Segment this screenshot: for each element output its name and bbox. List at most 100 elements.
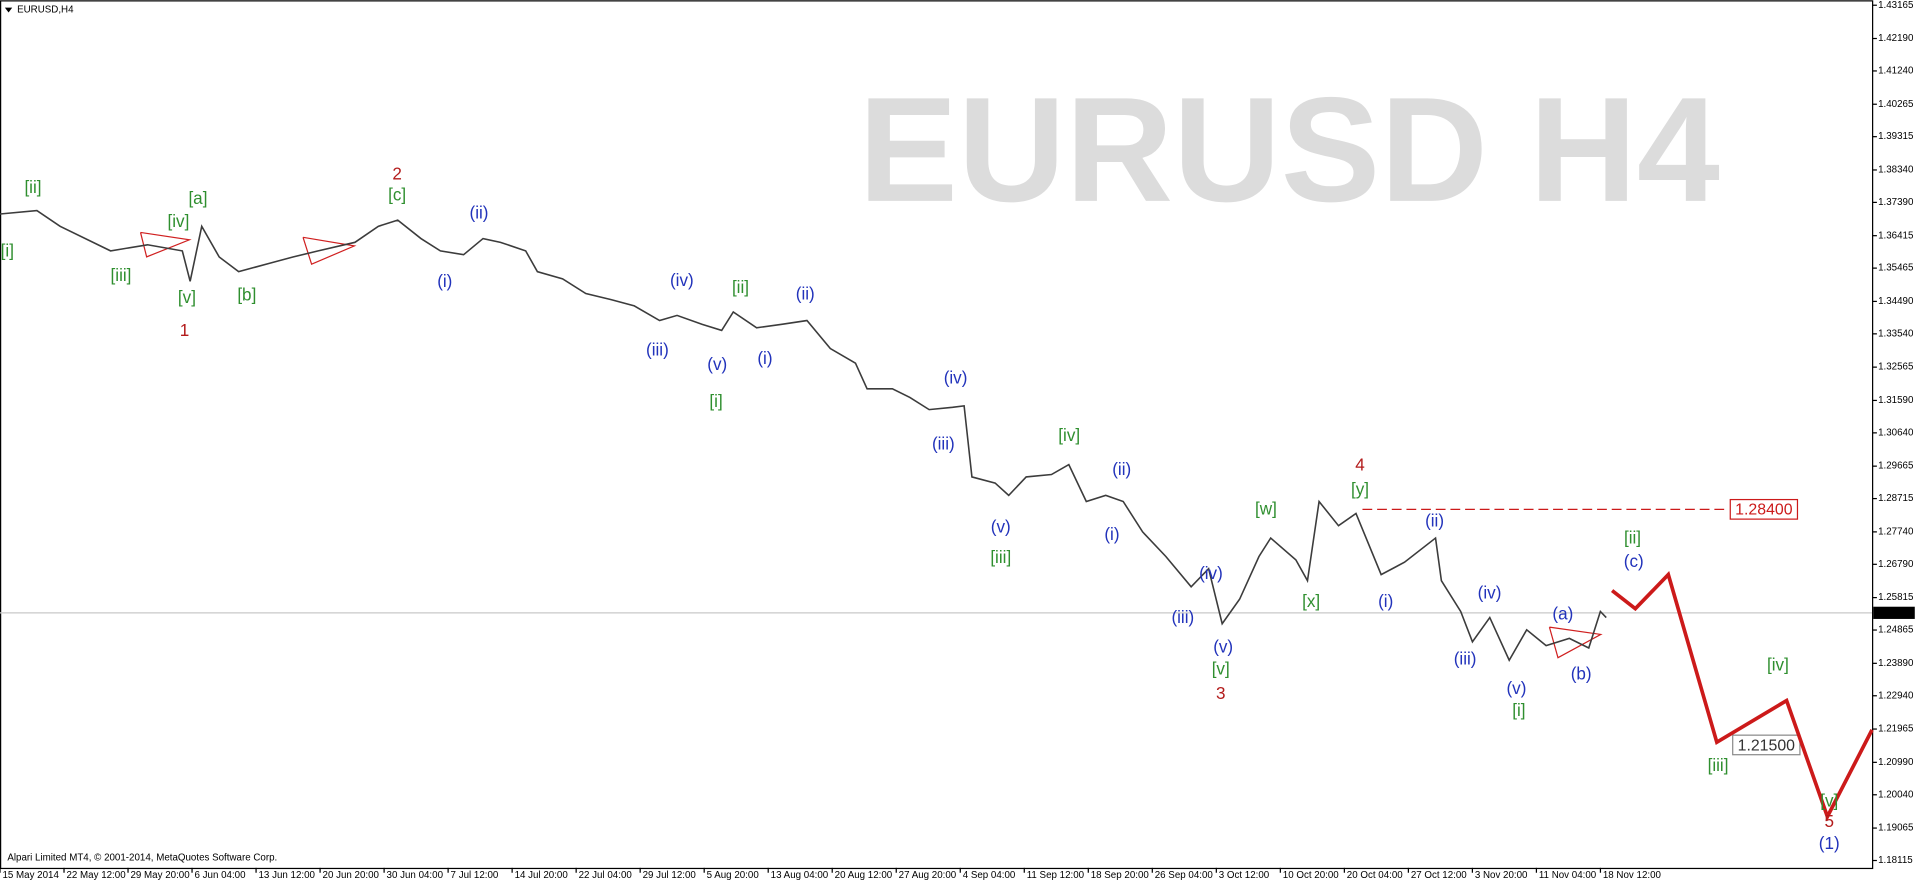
y-tick-label: 1.43165 [1878,0,1914,11]
x-tick-label: 13 Jun 12:00 [259,870,316,881]
wave-label: (i) [1378,592,1393,611]
wave-label: [iii] [1708,756,1729,775]
x-tick-label: 3 Oct 12:00 [1219,870,1270,881]
y-tick-label: 1.41240 [1878,66,1914,77]
x-tick-label: 30 Jun 04:00 [387,870,444,881]
y-tick-label: 1.24865 [1878,625,1914,636]
y-tick-label: 1.28715 [1878,493,1914,504]
footer: Alpari Limited MT4, © 2001-2014, MetaQuo… [7,853,277,864]
wave-label: (1) [1819,834,1840,853]
wave-label: 5 [1824,812,1834,831]
x-tick-label: 13 Aug 04:00 [771,870,829,881]
wave-label: [w] [1255,499,1277,518]
x-tick-label: 20 Oct 04:00 [1347,870,1403,881]
wave-label: [a] [188,189,207,208]
x-tick-label: 3 Nov 20:00 [1475,870,1528,881]
wave-label: [ii] [24,178,41,197]
wave-label: [ii] [732,278,749,297]
wave-label: (a) [1552,604,1573,623]
wave-label: [iv] [167,212,189,231]
y-tick-label: 1.21965 [1878,724,1914,735]
x-tick-label: 18 Nov 12:00 [1603,870,1662,881]
wave-label: [v] [1212,659,1230,678]
x-tick-label: 11 Nov 04:00 [1539,870,1597,881]
wave-label: [iii] [990,548,1011,567]
wave-label: (iii) [1454,650,1477,669]
y-tick-label: 1.19065 [1878,823,1914,834]
y-tick-label: 1.29665 [1878,461,1914,472]
x-tick-label: 29 Jul 12:00 [643,870,697,881]
wave-label: (ii) [1112,460,1131,479]
x-tick-label: 11 Sep 12:00 [1027,870,1085,881]
x-tick-label: 22 Jul 04:00 [579,870,633,881]
y-tick-label: 1.38340 [1878,165,1914,176]
x-tick-label: 4 Sep 04:00 [963,870,1016,881]
wave-label: (ii) [470,204,489,223]
y-tick-label: 1.26790 [1878,559,1914,570]
y-tick-label: 1.20990 [1878,757,1914,768]
x-tick-label: 22 May 12:00 [66,870,126,881]
wave-label: [y] [1351,480,1369,499]
x-tick-label: 20 Jun 20:00 [323,870,380,881]
projection-line [1610,571,1874,822]
y-tick-label: 1.25815 [1878,592,1914,603]
wave-label: (v) [991,518,1011,537]
wave-label: [i] [1512,701,1525,720]
watermark: EURUSD H4 [858,66,1720,233]
y-tick-label: 1.36415 [1878,230,1914,241]
y-tick-label: 1.39315 [1878,131,1914,142]
x-tick-label: 14 Jul 20:00 [515,870,569,881]
level-box [1732,734,1801,756]
wave-label: (v) [707,355,727,374]
wave-label: 4 [1355,455,1365,474]
y-tick-label: 1.31590 [1878,395,1914,406]
x-tick-label: 18 Sep 20:00 [1091,870,1150,881]
wave-label: [c] [388,185,406,204]
wave-label: (v) [1213,637,1233,656]
wave-label: (iv) [1199,564,1223,583]
wave-label: (iii) [1171,608,1194,627]
price-line [0,209,1607,662]
wave-label: [iii] [111,266,132,285]
menu-arrow[interactable] [4,7,13,13]
y-tick-label: 1.22940 [1878,690,1914,701]
wave-label: [v] [178,288,196,307]
wave-label: (iv) [944,369,968,388]
x-tick-label: 20 Aug 12:00 [835,870,893,881]
y-tick-label: 1.23890 [1878,658,1914,669]
plot-frame [0,0,1874,870]
x-tick-label: 26 Sep 04:00 [1155,870,1214,881]
wave-label: (ii) [1425,512,1444,531]
wave-label: [x] [1302,592,1320,611]
x-tick-label: 6 Jun 04:00 [194,870,246,881]
x-tick-label: 15 May 2014 [2,870,59,881]
x-tick-label: 5 Aug 20:00 [707,870,760,881]
y-tick-label: 1.34490 [1878,296,1914,307]
wave-label: (iv) [670,271,694,290]
wave-label: [iv] [1058,426,1080,445]
level-label: 1.21500 [1738,737,1796,754]
y-tick-label: 1.18115 [1878,855,1913,866]
triangle [302,236,357,266]
wave-label: (c) [1624,552,1644,571]
wave-label: (iii) [932,435,955,454]
wave-label: [v] [1820,791,1838,810]
y-tick-label: 1.42190 [1878,33,1914,44]
wave-label: (i) [1104,525,1119,544]
wave-label: (b) [1571,664,1592,683]
wave-label: (iv) [1478,584,1502,603]
x-tick-label: 27 Oct 12:00 [1411,870,1467,881]
wave-label: [i] [709,392,722,411]
level-box [1729,498,1799,520]
level-label: 1.28400 [1735,502,1793,519]
wave-label: [i] [1,242,14,261]
wave-label: [iv] [1767,656,1789,675]
y-tick-label: 1.33540 [1878,328,1914,339]
wave-label: 3 [1216,684,1226,703]
y-tick-label: 1.32565 [1878,362,1914,373]
wave-label: 2 [392,165,402,184]
wave-label: (iii) [646,340,669,359]
